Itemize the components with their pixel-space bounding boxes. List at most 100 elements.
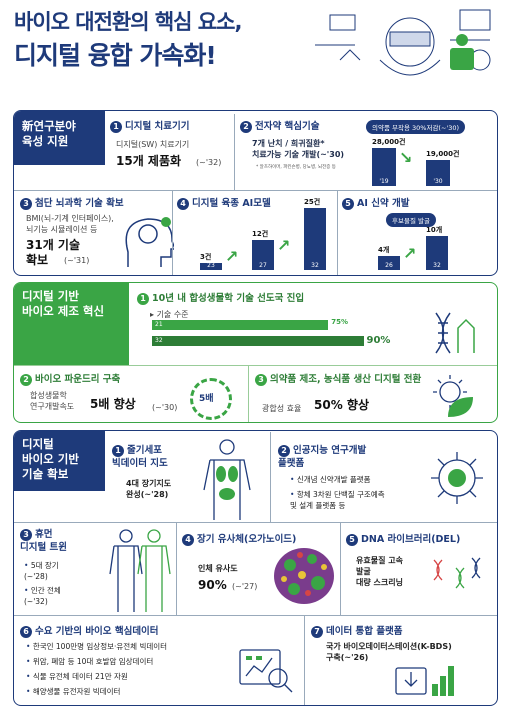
number-badge: 1 [112, 444, 124, 457]
item-title-text: 의약품 제조, 농식품 생산 디지털 전환 [270, 374, 422, 385]
bullet-list: 한국인 100만명 임상정보·유전체 빅데이터 위암, 폐암 등 10대 호발암… [26, 639, 167, 699]
data-search-icon [239, 649, 293, 693]
divider [14, 190, 497, 191]
item-desc: 7개 난치 / 희귀질환* 치료가능 기술 개발(~'30) [252, 139, 345, 159]
trend-arrow: ↗ [225, 247, 239, 267]
number-badge: 4 [177, 197, 189, 210]
item-title-text: 수요 기반의 바이오 핵심데이터 [35, 626, 159, 637]
item-title: 1 줄기세포 빅데이터 지도 [112, 444, 168, 470]
number-badge: 1 [110, 120, 122, 133]
item-title-text: AI 신약 개발 [357, 198, 410, 209]
item-title-text: 전자약 핵심기술 [255, 121, 320, 132]
footnote: * 알츠하이머, 파킨슨병, 당뇨병, 뇌전증 등 [256, 165, 336, 170]
item-title-text: 장기 유사체(오가노이드) [197, 534, 297, 545]
progress-value-label: 75% [331, 318, 349, 326]
divider [248, 366, 249, 422]
item-title-text: 디지털 육종 AI모델 [192, 198, 271, 209]
item-title: 4 디지털 육종 AI모델 [177, 195, 271, 210]
number-badge: 5 [342, 197, 354, 210]
data-platform-icon [395, 666, 454, 696]
divider [340, 523, 341, 615]
item-title: 5 AI 신약 개발 [342, 195, 409, 210]
item-title: 1 10년 내 합성생물학 기술 선도국 진입 [137, 290, 304, 305]
list-item: 식물 유전체 데이터 21만 자원 [26, 669, 167, 684]
item-value: 50% 향상 [314, 398, 369, 412]
bar-value-label: 10개 [426, 226, 443, 234]
bar-chart: 26 4개 ↗ 32 10개 [378, 226, 460, 270]
item-desc: 합성생물학 연구개발속도 [30, 391, 75, 411]
number-badge: 3 [20, 197, 32, 210]
dna-icon [435, 312, 475, 354]
list-item: 5대 장기 (~'28) [24, 560, 61, 582]
progress-category-label: 21 [155, 321, 163, 328]
item-title: 3 첨단 뇌과학 기술 확보 [20, 195, 124, 210]
item-desc: 디지털(SW) 치료기기 [116, 140, 190, 149]
number-badge: 6 [20, 625, 32, 638]
item-note: (~'30) [152, 403, 178, 412]
highlight-pill: 후보물질 발굴 [386, 213, 436, 227]
bar-category-label: 26 [385, 262, 393, 269]
divider [304, 616, 305, 705]
tech-person-illustration [315, 9, 491, 76]
item-title-text: 10년 내 합성생물학 기술 선도국 진입 [152, 293, 305, 304]
item-note: (~'27) [232, 582, 258, 591]
bar-category-label: '30 [433, 178, 443, 185]
item-title: 1 디지털 치료기기 [110, 118, 190, 133]
chart-bar: 26 [378, 256, 400, 270]
item-title-text: 바이오 파운드리 구축 [35, 374, 121, 385]
chart-bar: 27 [252, 240, 274, 270]
trend-arrow: ↘ [399, 148, 413, 167]
item-note: (~'32) [196, 158, 222, 167]
chart-bar: '30 [426, 160, 450, 186]
bar-category-label: 32 [311, 262, 319, 269]
speed-gauge-icon: 5배 [190, 378, 232, 420]
list-item: 해양생물 유전자원 빅데이터 [26, 684, 167, 699]
item-title-text: DNA 라이브러리(DEL) [361, 534, 461, 545]
body-organs-icon [203, 439, 251, 520]
bar-value-label: 4개 [378, 246, 390, 255]
divider [14, 365, 497, 366]
brain-icon [125, 217, 174, 267]
bar-chart: 23 3건 ↗ 27 12건 ↗ 32 25건 [200, 198, 326, 270]
divider [14, 522, 497, 523]
item-title-text: 데이터 통합 플랫폼 [326, 626, 403, 637]
chart-subtitle-text: 기술 수준 [156, 310, 189, 319]
chart-bar: 32 [426, 236, 448, 270]
item-desc: 인체 유사도 [198, 564, 238, 573]
item-title: 5 DNA 라이브러리(DEL) [346, 531, 460, 546]
number-badge: 2 [20, 373, 32, 386]
divider [176, 523, 177, 615]
progress-bar: 32 [152, 336, 364, 346]
chart-bar: 23 [200, 262, 222, 270]
number-badge: 4 [182, 533, 194, 546]
divider [270, 432, 271, 522]
number-badge: 3 [255, 373, 267, 386]
item-desc: BMI(뇌-기계 인터페이스), 뇌기능 시뮬레이션 등 [26, 214, 114, 234]
section-header: 디지털 바이오 기반 기술 확보 [14, 431, 105, 491]
dna-library-icon [433, 557, 481, 589]
number-badge: 2 [278, 444, 290, 457]
item-title: 6 수요 기반의 바이오 핵심데이터 [20, 623, 159, 638]
progress-chart: 21 75% 32 90% [152, 318, 427, 356]
number-badge: 2 [240, 120, 252, 133]
item-title: 7 데이터 통합 플랫폼 [311, 623, 403, 638]
item-value: 90% [198, 578, 227, 592]
trend-arrow: ↗ [277, 236, 291, 256]
item-title-text: 휴먼 디지털 트윈 [20, 529, 68, 553]
section-header: 디지털 기반 바이오 제조 혁신 [14, 283, 129, 365]
progress-bar: 21 [152, 320, 329, 330]
bar-category-label: 27 [259, 262, 267, 269]
chart-bar: 32 [304, 208, 326, 270]
gauge-text: 5배 [199, 394, 214, 404]
divider [234, 114, 235, 190]
list-item: 신개념 신약개발 플랫폼 [290, 474, 385, 485]
bullet-list: 5대 장기 (~'28) 인간 전체 (~'32) [24, 560, 61, 607]
item-title-text: 인공지능 연구개발 플랫폼 [278, 445, 367, 469]
list-item: 항체 3차원 단백질 구조예측 및 설계 플랫폼 등 [290, 489, 385, 511]
item-title-text: 첨단 뇌과학 기술 확보 [35, 198, 124, 209]
item-title: 3 휴먼 디지털 트윈 [20, 528, 67, 554]
number-badge: 1 [137, 292, 149, 305]
item-title-text: 줄기세포 빅데이터 지도 [112, 445, 168, 469]
divider [172, 191, 173, 275]
item-desc: 광합성 효율 [262, 404, 302, 413]
